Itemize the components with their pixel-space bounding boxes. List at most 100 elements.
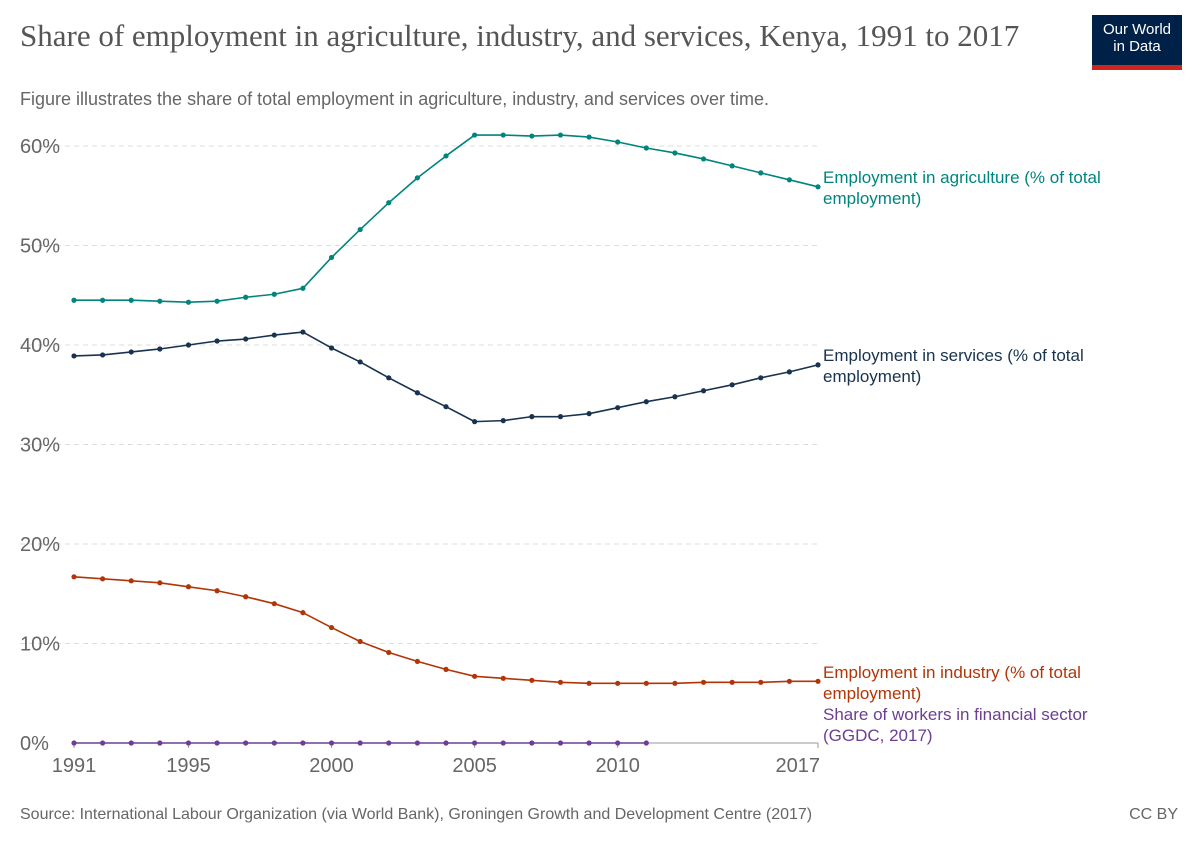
data-point <box>529 133 535 139</box>
data-point <box>672 150 678 156</box>
data-point <box>157 580 163 586</box>
data-point <box>472 132 478 138</box>
data-point <box>586 411 592 417</box>
data-point <box>557 132 564 138</box>
data-point <box>643 145 649 151</box>
data-point <box>243 740 249 746</box>
data-point <box>615 680 621 686</box>
x-tick-label: 2010 <box>595 755 640 777</box>
data-point <box>672 394 678 400</box>
data-point <box>786 177 792 183</box>
data-point <box>271 291 277 297</box>
data-point <box>414 740 420 746</box>
data-point <box>443 153 449 159</box>
x-tick-label: 1991 <box>52 755 97 777</box>
line-chart: 0% 10% 20% 30% 40% 50% 60% 1991 1995 2000 2005 2010… <box>20 132 1101 777</box>
series-3: Share of workers in financial sector (GGD… <box>71 705 1088 746</box>
data-point <box>557 679 564 685</box>
data-point <box>328 740 335 746</box>
data-point <box>357 740 363 746</box>
y-tick-label: 30% <box>20 435 60 457</box>
data-point <box>443 740 449 746</box>
y-tick-label: 0% <box>20 733 49 755</box>
data-point <box>586 740 592 746</box>
series-line <box>74 134 819 304</box>
data-point <box>214 298 220 304</box>
data-point <box>472 673 478 679</box>
data-point <box>300 285 306 291</box>
data-point <box>357 638 363 645</box>
data-point <box>328 254 335 261</box>
data-point <box>700 679 707 685</box>
series-label-line: employment) <box>823 684 921 703</box>
data-point <box>529 677 535 683</box>
chart-subtitle: Figure illustrates the share of total em… <box>20 89 769 109</box>
data-point <box>100 297 106 303</box>
data-point <box>157 346 163 352</box>
data-point <box>529 740 535 746</box>
data-point <box>214 338 220 344</box>
series-0: Employment in agriculture (% of total emp… <box>71 132 1101 305</box>
data-point <box>700 388 707 394</box>
series-label-line: (GGDC, 2017) <box>823 726 933 745</box>
data-point <box>100 352 106 358</box>
data-point <box>414 175 420 181</box>
data-point <box>472 419 478 425</box>
series-label-line: Employment in industry (% of total <box>823 663 1081 682</box>
data-point <box>815 678 821 684</box>
data-point <box>586 134 592 140</box>
data-point <box>500 740 506 746</box>
data-point <box>815 362 821 368</box>
data-point <box>643 740 649 746</box>
data-point <box>100 576 106 582</box>
data-point <box>386 649 392 656</box>
data-point <box>729 679 735 685</box>
series-1: Employment in services (% of total employ… <box>71 329 1084 425</box>
data-point <box>157 298 163 304</box>
data-point <box>300 329 306 335</box>
x-tick-label: 2017 <box>776 755 821 777</box>
data-point <box>185 299 192 305</box>
data-point <box>758 679 764 685</box>
data-point <box>100 740 106 746</box>
data-point <box>157 740 163 746</box>
data-point <box>643 680 649 686</box>
data-point <box>786 678 792 684</box>
y-tick-label: 10% <box>20 634 60 656</box>
data-point <box>500 418 506 424</box>
data-point <box>500 675 506 681</box>
data-point <box>300 740 306 746</box>
data-point <box>786 369 792 375</box>
data-point <box>758 375 764 381</box>
data-point <box>71 574 77 580</box>
data-point <box>472 740 478 746</box>
data-point <box>328 345 335 351</box>
data-point <box>557 740 564 746</box>
data-point <box>71 740 77 746</box>
data-point <box>214 588 220 594</box>
data-point <box>729 163 735 169</box>
y-tick-label: 20% <box>20 534 60 556</box>
y-tick-label: 60% <box>20 136 60 158</box>
data-point <box>815 184 821 190</box>
y-tick-label: 50% <box>20 236 60 258</box>
data-point <box>271 601 277 607</box>
series-label-line: Employment in agriculture (% of total <box>823 168 1101 187</box>
data-point <box>128 740 134 746</box>
data-point <box>243 594 249 600</box>
data-point <box>414 658 420 665</box>
data-point <box>672 680 678 686</box>
logo-line-1: Our World <box>1102 21 1172 38</box>
license-link[interactable]: CC BY <box>1129 806 1178 823</box>
data-point <box>443 404 449 410</box>
series-label-line: employment) <box>823 367 921 386</box>
source-note: Source: International Labour Organizatio… <box>20 806 813 823</box>
data-point <box>700 156 707 162</box>
data-point <box>128 578 134 584</box>
data-point <box>386 740 392 746</box>
data-point <box>128 297 134 303</box>
owid-logo[interactable]: Our World in Data <box>1092 15 1182 70</box>
data-point <box>386 200 392 206</box>
data-point <box>500 132 506 138</box>
x-tick-label: 1995 <box>166 755 211 777</box>
